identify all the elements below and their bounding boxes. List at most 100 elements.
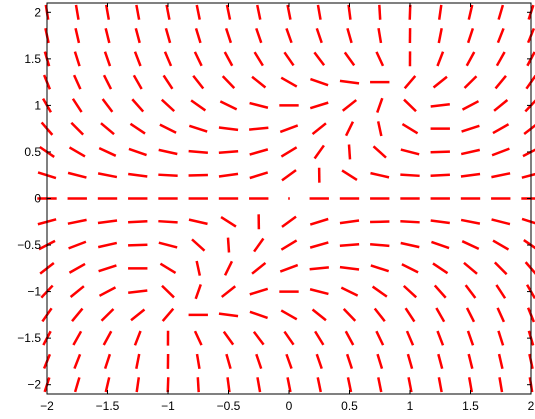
field-segment [437, 4, 443, 20]
field-segment [104, 27, 111, 44]
field-segment [465, 51, 476, 67]
x-tick-label: 1 [407, 399, 414, 413]
field-segment [344, 121, 355, 137]
field-segment [339, 79, 360, 85]
y-tick-label: −1.5 [17, 331, 41, 345]
field-segment [191, 238, 206, 252]
field-segment [69, 285, 85, 298]
field-segment [315, 27, 323, 44]
field-segment [73, 377, 81, 393]
field-segment [375, 330, 385, 346]
field-segment [467, 353, 474, 370]
field-segment [223, 51, 234, 67]
field-segment [376, 353, 384, 370]
field-segment [220, 285, 237, 298]
field-segment [400, 173, 420, 178]
field-segment [370, 220, 390, 224]
field-segment [309, 101, 329, 110]
field-segment [73, 353, 82, 370]
field-segment [342, 308, 357, 322]
y-axis-ticks: 2 1.5 1 0.5 0 −0.5 −1 −1.5 −2 [17, 5, 531, 392]
field-segment [464, 284, 477, 299]
field-segment [467, 4, 474, 20]
field-segment [98, 286, 117, 297]
field-segment [495, 284, 507, 299]
field-segment [68, 262, 86, 274]
field-segment [492, 239, 510, 251]
field-segment [376, 97, 384, 114]
field-segment [521, 172, 535, 179]
field-segment [249, 310, 268, 320]
field-segment [280, 76, 298, 88]
field-segment [218, 172, 239, 178]
field-segment [314, 330, 325, 346]
field-segment [401, 263, 419, 274]
field-segment [192, 74, 205, 90]
field-segment [461, 100, 480, 111]
field-segment [132, 74, 143, 90]
field-segment [135, 353, 141, 370]
field-segment [494, 75, 507, 90]
field-segment [491, 218, 511, 226]
field-segment [400, 219, 420, 224]
field-segment [460, 148, 481, 156]
field-segment [158, 219, 178, 224]
field-segment [432, 75, 448, 89]
field-segment [524, 261, 535, 275]
field-segment [466, 27, 475, 44]
field-segment [403, 98, 417, 113]
field-segment [401, 122, 419, 135]
field-segment [430, 173, 450, 177]
field-segment [102, 74, 113, 90]
field-segments [37, 4, 535, 393]
field-segment [253, 51, 264, 67]
field-segment [188, 124, 208, 133]
field-segment [71, 307, 84, 322]
field-segment [461, 124, 480, 133]
field-segment [316, 4, 322, 20]
field-segment [339, 243, 360, 248]
field-segment [220, 215, 237, 228]
field-segment [375, 51, 385, 67]
field-segment [523, 124, 535, 135]
field-segment [436, 330, 445, 346]
field-segment [436, 51, 445, 67]
field-segment [407, 377, 413, 393]
field-segment [465, 307, 476, 323]
field-segment [194, 283, 202, 300]
field-segment [133, 51, 142, 67]
field-segment [402, 284, 418, 299]
field-segment [166, 377, 170, 393]
field-segment [377, 27, 383, 44]
x-tick-label: −0.5 [217, 399, 241, 413]
field-segment [467, 377, 474, 393]
field-segment [283, 51, 295, 67]
field-segment [67, 218, 87, 225]
field-segment [249, 287, 269, 296]
field-segment [221, 75, 236, 89]
field-segment [461, 240, 480, 251]
field-segment [431, 240, 450, 250]
y-tick-label: −0.5 [17, 238, 41, 252]
field-segment [400, 148, 420, 156]
field-segment [226, 377, 231, 393]
field-segment [313, 51, 326, 67]
field-segment [344, 330, 355, 346]
field-segment [249, 171, 269, 180]
field-segment [128, 172, 148, 178]
field-segment [279, 124, 299, 134]
field-segment [339, 219, 360, 225]
field-segment [491, 172, 511, 179]
field-segment [376, 121, 383, 137]
x-tick-label: 2 [528, 399, 535, 413]
field-segment [377, 377, 383, 393]
field-segment [195, 4, 201, 20]
field-segment [72, 330, 83, 346]
field-segment [497, 330, 505, 346]
field-segment [70, 121, 85, 136]
field-segment [251, 75, 267, 89]
field-segment [249, 126, 269, 131]
field-segment [345, 353, 354, 370]
field-segment [286, 4, 292, 20]
field-segment [100, 122, 115, 136]
